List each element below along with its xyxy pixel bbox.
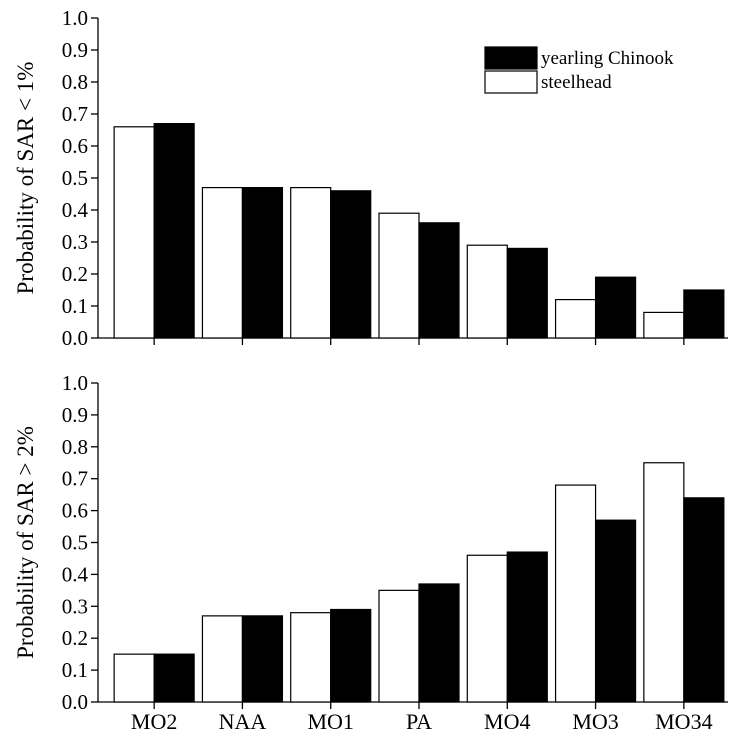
y-tick-label: 0.7 [62, 467, 88, 491]
bar-steelhead [378, 212, 420, 339]
legend: yearling Chinook steelhead [484, 46, 674, 94]
bar-steelhead [643, 311, 685, 339]
bar-steelhead [201, 187, 244, 339]
bar-steelhead [378, 589, 420, 703]
y-tick-label: 0.3 [62, 594, 88, 618]
y-axis-title: Probability of SAR < 1% [13, 62, 38, 295]
bar-steelhead [554, 299, 597, 339]
bar-yearling-chinook [418, 583, 460, 703]
y-tick-label: 0.4 [62, 562, 89, 586]
y-tick-label: 0.5 [62, 531, 88, 555]
bar-yearling-chinook [506, 551, 548, 703]
legend-label-yearling-chinook: yearling Chinook [541, 48, 674, 69]
y-tick-label: 0.0 [62, 690, 88, 714]
bar-steelhead [290, 612, 332, 703]
bar-yearling-chinook [241, 187, 284, 339]
x-tick-label: MO3 [572, 709, 618, 733]
x-tick-label: MO1 [307, 709, 353, 733]
legend-label-steelhead: steelhead [541, 72, 612, 93]
x-tick-label: MO2 [131, 709, 177, 733]
bar-yearling-chinook [241, 615, 284, 703]
bar-yearling-chinook [330, 608, 372, 703]
bar-steelhead [466, 244, 508, 339]
bar-steelhead [643, 462, 685, 703]
x-tick-label: NAA [219, 709, 267, 733]
y-tick-label: 0.9 [62, 38, 88, 62]
legend-swatch-steelhead [484, 70, 538, 94]
bar-steelhead [113, 653, 155, 703]
bar-steelhead [201, 615, 244, 703]
chart-panel-2: 0.0 0.1 0.2 0.3 0.4 0.5 0.6 0.7 0.8 0.9 1.0 MO2 NAA M… [13, 371, 728, 734]
bar-yearling-chinook [683, 497, 725, 703]
bar-yearling-chinook [330, 190, 372, 339]
bar-yearling-chinook [153, 122, 195, 339]
y-tick-label: 0.6 [62, 134, 88, 158]
y-tick-label: 0.1 [62, 658, 88, 682]
bar-yearling-chinook [506, 247, 548, 339]
y-tick-label: 0.8 [62, 435, 88, 459]
y-tick-label: 0.2 [62, 262, 88, 286]
y-tick-label: 0.8 [62, 70, 88, 94]
y-tick-label: 0.4 [62, 198, 89, 222]
chart-panel-1: 0.0 0.1 0.2 0.3 0.4 0.5 0.6 0.7 0.8 0.9 1.0 Probabi… [13, 6, 728, 350]
y-tick-label: 0.5 [62, 166, 88, 190]
y-tick-label: 0.9 [62, 403, 88, 427]
y-tick-label: 0.1 [62, 294, 88, 318]
bar-yearling-chinook [418, 222, 460, 339]
bar-steelhead [113, 126, 155, 339]
y-tick-label: 1.0 [62, 371, 88, 395]
bar-yearling-chinook [594, 519, 637, 703]
y-tick-label: 0.3 [62, 230, 88, 254]
y-tick-label: 1.0 [62, 6, 88, 30]
bar-steelhead [554, 484, 597, 703]
bar-steelhead [466, 554, 508, 703]
x-tick-label: MO34 [655, 709, 712, 733]
bar-yearling-chinook [683, 289, 725, 339]
y-tick-label: 0.0 [62, 326, 88, 350]
bar-yearling-chinook [153, 653, 195, 703]
x-tick-label: PA [406, 709, 432, 733]
y-tick-label: 0.7 [62, 102, 88, 126]
y-axis-title: Probability of SAR > 2% [13, 426, 38, 659]
bar-yearling-chinook [594, 276, 637, 339]
bar-steelhead [290, 187, 332, 339]
legend-swatch-yearling-chinook [484, 46, 538, 70]
x-tick-label: MO4 [484, 709, 530, 733]
y-tick-label: 0.2 [62, 626, 88, 650]
y-tick-label: 0.6 [62, 499, 88, 523]
